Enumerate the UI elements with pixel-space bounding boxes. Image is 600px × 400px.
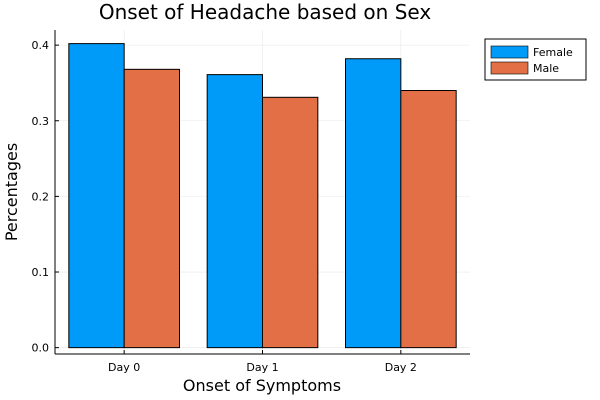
x-tick-label: Day 2 <box>385 361 417 374</box>
x-tick-label: Day 1 <box>246 361 278 374</box>
bar-male-day-2 <box>400 90 457 349</box>
bars <box>68 43 457 349</box>
legend: Female Male <box>484 38 587 81</box>
y-tick-label: 0.1 <box>32 266 50 279</box>
legend-swatch-male <box>490 61 529 75</box>
y-tick-label: 0.0 <box>32 342 50 355</box>
y-tick-label: 0.4 <box>32 39 50 52</box>
x-tick-label: Day 0 <box>108 361 140 374</box>
legend-swatch-female <box>490 45 529 59</box>
chart-title: Onset of Headache based on Sex <box>99 0 432 24</box>
bar-female-day-2 <box>345 58 402 349</box>
legend-label-female: Female <box>533 46 573 59</box>
bar-male-day-1 <box>262 96 319 349</box>
bar-female-day-0 <box>68 43 125 349</box>
legend-label-male: Male <box>533 62 559 75</box>
y-tick-label: 0.3 <box>32 115 50 128</box>
y-axis-label: Percentages <box>2 143 21 241</box>
ticks: 0.0 0.1 0.2 0.3 0.4 Day 0 Day 1 Day 2 <box>32 39 417 374</box>
bar-male-day-0 <box>123 68 180 349</box>
x-axis-label: Onset of Symptoms <box>183 376 341 395</box>
y-tick-label: 0.2 <box>32 190 50 203</box>
bar-female-day-1 <box>206 74 264 349</box>
